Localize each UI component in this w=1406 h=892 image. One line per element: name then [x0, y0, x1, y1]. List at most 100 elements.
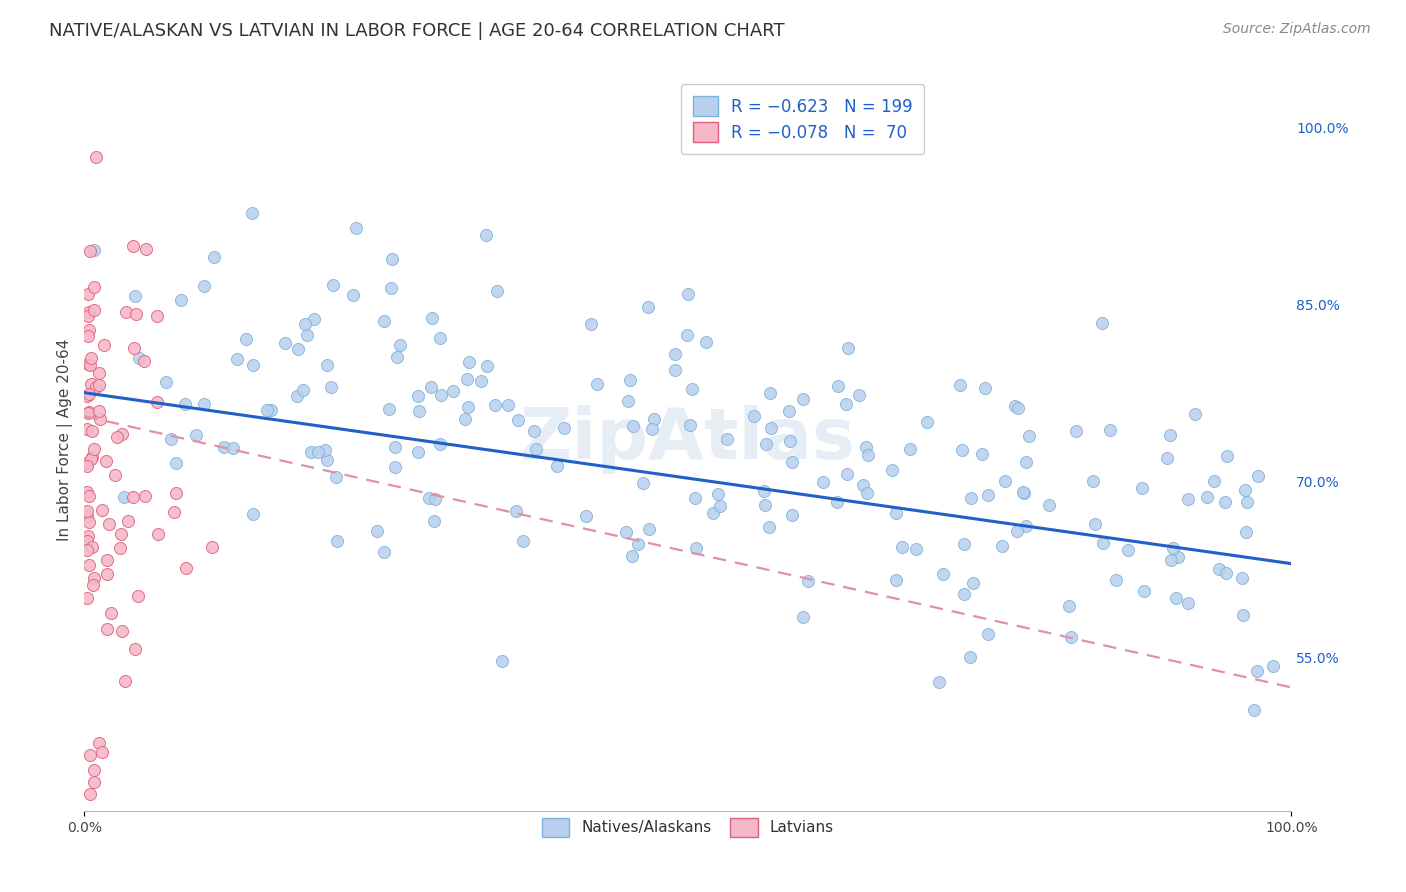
Point: [155, 376, 177, 390]
Point: [385, 350, 408, 364]
Point: [512, 534, 534, 549]
Point: [994, 474, 1017, 488]
Point: [950, 443, 973, 458]
Point: [928, 674, 950, 689]
Point: [193, 279, 215, 293]
Point: [260, 403, 283, 417]
Point: [80, 452, 103, 467]
Point: [553, 421, 575, 435]
Point: [780, 454, 803, 468]
Point: [110, 526, 132, 541]
Point: [959, 649, 981, 664]
Point: [429, 437, 451, 451]
Point: [83, 303, 105, 318]
Point: [256, 402, 278, 417]
Point: [186, 428, 208, 442]
Point: [294, 317, 316, 331]
Point: [84, 380, 107, 394]
Point: [884, 573, 907, 587]
Point: [811, 475, 834, 489]
Point: [76, 533, 98, 548]
Point: [758, 520, 780, 534]
Point: [754, 484, 776, 499]
Point: [83, 442, 105, 457]
Point: [76, 508, 98, 523]
Point: [373, 314, 395, 328]
Point: [1215, 566, 1237, 581]
Point: [1130, 481, 1153, 495]
Point: [344, 220, 367, 235]
Point: [83, 279, 105, 293]
Point: [716, 432, 738, 446]
Point: [83, 572, 105, 586]
Point: [685, 541, 707, 555]
Point: [420, 380, 443, 394]
Point: [117, 514, 139, 528]
Point: [884, 506, 907, 520]
Point: [145, 309, 167, 323]
Point: [90, 503, 112, 517]
Point: [77, 287, 100, 301]
Point: [122, 239, 145, 253]
Point: [79, 747, 101, 762]
Point: [1014, 455, 1036, 469]
Point: [575, 508, 598, 523]
Point: [342, 288, 364, 302]
Point: [626, 537, 648, 551]
Point: [212, 440, 235, 454]
Point: [127, 589, 149, 603]
Point: [1208, 562, 1230, 576]
Point: [104, 467, 127, 482]
Point: [695, 334, 717, 349]
Point: [1243, 703, 1265, 717]
Point: [1215, 449, 1237, 463]
Point: [134, 489, 156, 503]
Point: [83, 763, 105, 777]
Point: [782, 508, 804, 523]
Point: [77, 357, 100, 371]
Point: [80, 450, 103, 465]
Point: [124, 289, 146, 303]
Point: [962, 576, 984, 591]
Point: [835, 397, 858, 411]
Point: [664, 347, 686, 361]
Point: [242, 507, 264, 521]
Point: [837, 341, 859, 355]
Point: [389, 338, 412, 352]
Point: [83, 243, 105, 257]
Point: [759, 421, 782, 435]
Point: [779, 434, 801, 448]
Point: [302, 312, 325, 326]
Point: [295, 328, 318, 343]
Text: NATIVE/ALASKAN VS LATVIAN IN LABOR FORCE | AGE 20-64 CORRELATION CHART: NATIVE/ALASKAN VS LATVIAN IN LABOR FORCE…: [49, 22, 785, 40]
Point: [441, 384, 464, 398]
Point: [222, 442, 245, 456]
Point: [77, 387, 100, 401]
Point: [848, 388, 870, 402]
Legend: Natives/Alaskans, Latvians: Natives/Alaskans, Latvians: [534, 811, 842, 845]
Point: [77, 323, 100, 337]
Point: [1195, 490, 1218, 504]
Point: [1247, 469, 1270, 483]
Point: [1038, 498, 1060, 512]
Point: [891, 541, 914, 555]
Point: [160, 432, 183, 446]
Point: [454, 412, 477, 426]
Point: [111, 426, 134, 441]
Point: [325, 470, 347, 484]
Point: [76, 529, 98, 543]
Text: Source: ZipAtlas.com: Source: ZipAtlas.com: [1223, 22, 1371, 37]
Point: [322, 278, 344, 293]
Point: [953, 587, 976, 601]
Point: [679, 418, 702, 433]
Point: [835, 467, 858, 482]
Point: [880, 463, 903, 477]
Point: [77, 329, 100, 343]
Point: [1005, 524, 1028, 538]
Point: [1012, 485, 1035, 500]
Point: [952, 537, 974, 551]
Point: [977, 627, 1000, 641]
Point: [1246, 664, 1268, 678]
Point: [778, 404, 800, 418]
Point: [1018, 429, 1040, 443]
